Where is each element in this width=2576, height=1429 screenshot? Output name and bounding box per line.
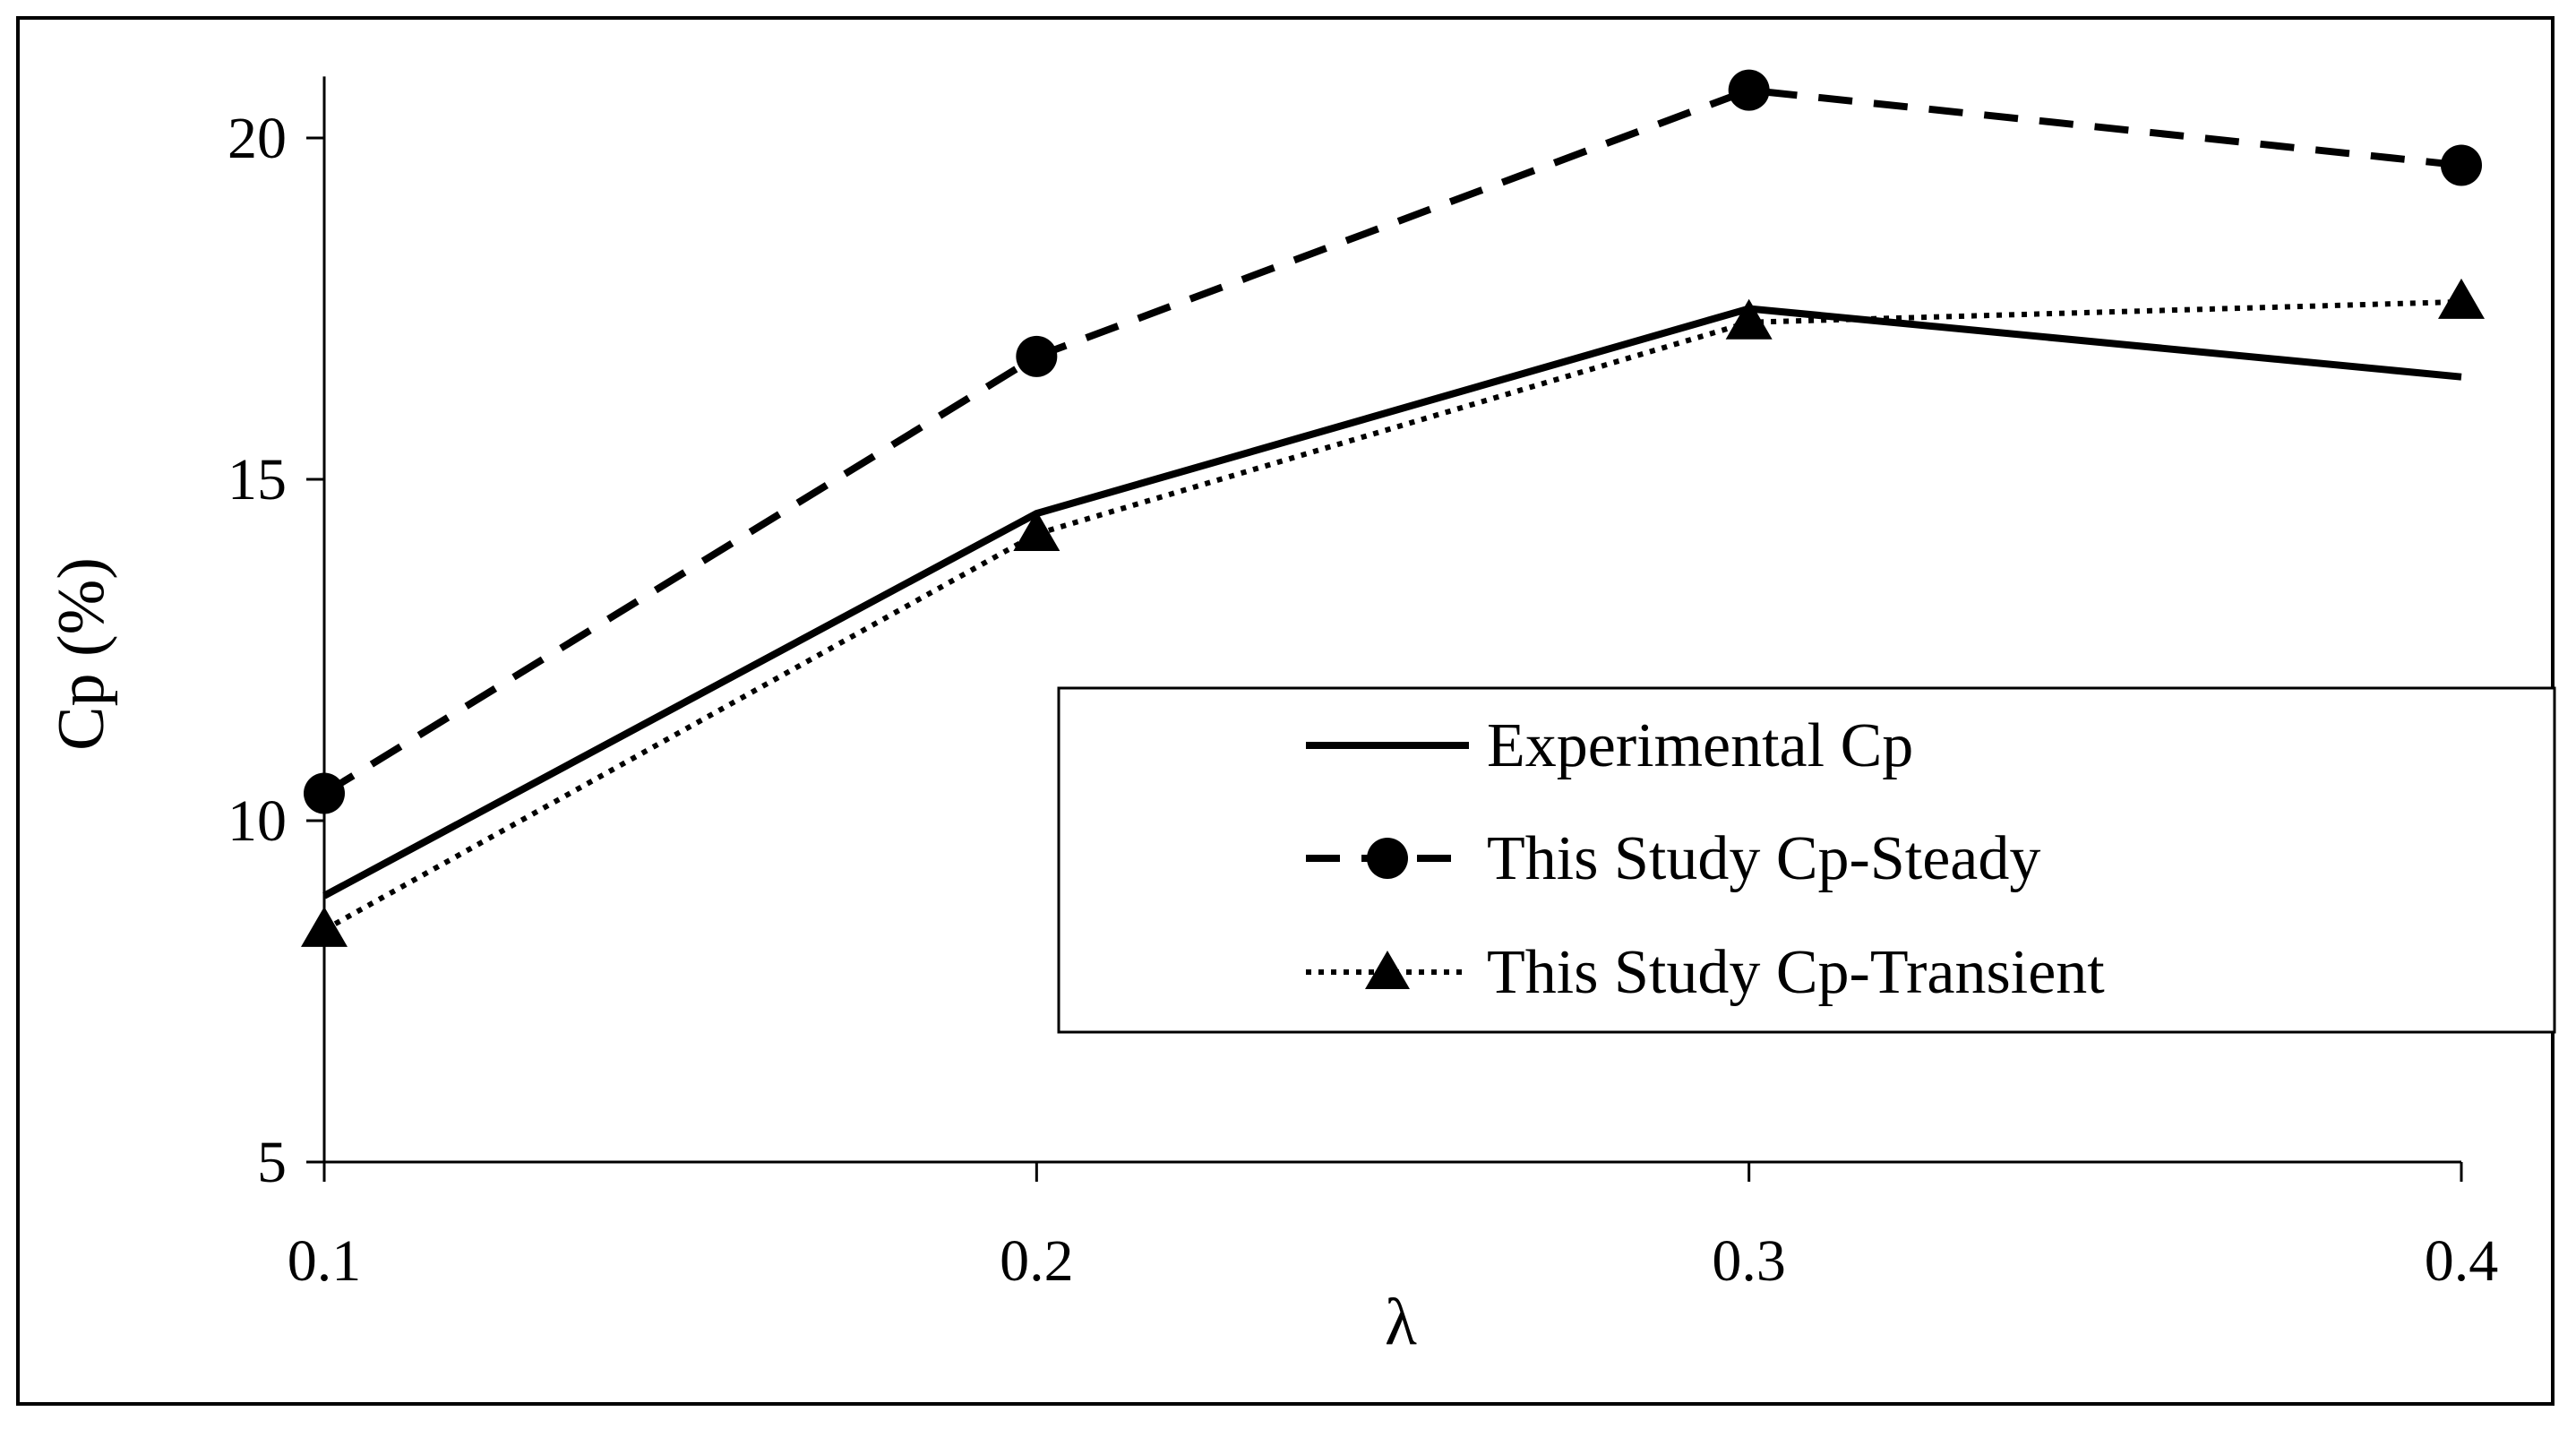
x-tick-label: 0.2 bbox=[1000, 1228, 1074, 1294]
data-point-circle bbox=[304, 772, 345, 814]
legend: Experimental Cp This Study Cp-Steady Thi… bbox=[1057, 686, 2556, 1034]
ticks: 5 10 15 20 0.1 0.2 0.3 0.4 bbox=[228, 106, 2498, 1294]
y-tick-label: 15 bbox=[228, 447, 287, 512]
x-tick-label: 0.1 bbox=[288, 1228, 362, 1294]
axes bbox=[306, 76, 2461, 1164]
y-tick-label: 20 bbox=[228, 106, 287, 171]
legend-item-experimental: Experimental Cp bbox=[1306, 711, 1913, 780]
legend-item-transient: This Study Cp-Transient bbox=[1306, 938, 2105, 1007]
data-point-circle bbox=[1728, 69, 1770, 111]
markers bbox=[301, 69, 2485, 947]
x-axis-title: λ bbox=[1385, 1286, 1417, 1359]
data-point-circle bbox=[1016, 335, 1058, 377]
series bbox=[322, 86, 2462, 933]
data-point-triangle bbox=[1013, 510, 1060, 551]
legend-item-steady: This Study Cp-Steady bbox=[1306, 824, 2040, 893]
legend-label-experimental: Experimental Cp bbox=[1487, 711, 1913, 780]
series-line-1 bbox=[322, 305, 2462, 900]
y-tick-label: 5 bbox=[257, 1130, 287, 1195]
legend-label-steady: This Study Cp-Steady bbox=[1487, 824, 2040, 893]
series-line-2 bbox=[322, 86, 2462, 796]
data-point-circle bbox=[2441, 144, 2482, 186]
legend-label-transient: This Study Cp-Transient bbox=[1487, 938, 2105, 1007]
data-point-triangle bbox=[1725, 298, 1773, 340]
x-tick-label: 0.3 bbox=[1712, 1228, 1786, 1294]
x-tick-label: 0.4 bbox=[2425, 1228, 2499, 1294]
legend-marker-transient bbox=[1365, 951, 1410, 989]
y-tick-label: 10 bbox=[228, 788, 287, 854]
data-point-triangle bbox=[301, 906, 348, 947]
y-axis-title: Cp (%) bbox=[45, 557, 118, 751]
legend-marker-steady bbox=[1367, 838, 1408, 879]
data-point-triangle bbox=[2438, 278, 2485, 319]
